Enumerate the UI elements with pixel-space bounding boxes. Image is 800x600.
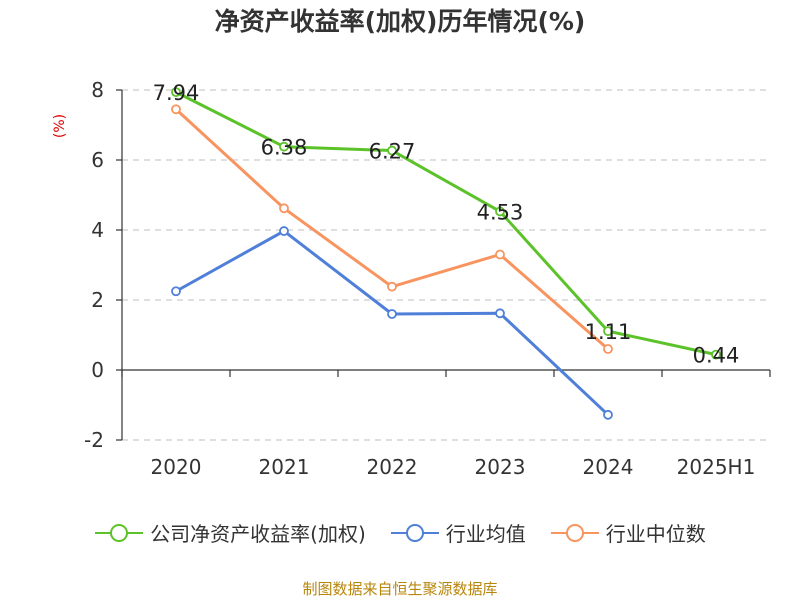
data-point [279,141,289,152]
data-label: 4.53 [477,200,524,224]
y-tick-label: 8 [91,78,104,102]
y-tick-label: -2 [84,428,104,452]
data-point [495,249,505,260]
data-point [171,87,181,97]
data-point [279,203,289,214]
legend-swatch-marker [405,523,424,542]
legend-swatch-marker [110,523,129,542]
axes: -2 0 2 4 6 8 (%) 2020 2021 2022 2023 2024 2025H1 [52,78,771,479]
data-point [171,286,181,297]
y-tick-label: 4 [91,218,104,242]
x-tick-label: 2023 [475,455,526,479]
data-label: 0.44 [693,344,740,368]
chart-title: 净资产收益率(加权)历年情况(%) [214,7,586,36]
y-axis-label: (%) [52,114,68,138]
legend-swatch-marker [565,523,584,542]
data-point [387,309,397,319]
x-tick-label: 2021 [259,455,310,479]
data-label: 6.27 [369,140,416,164]
legend: 公司净资产收益率(加权) 行业均值 行业中位数 [0,518,800,547]
legend-swatch [95,523,144,542]
data-point [279,226,289,236]
legend-swatch [550,523,599,542]
legend-label: 公司净资产收益率(加权) [150,522,366,546]
legend-item[interactable]: 公司净资产收益率(加权) [94,518,366,547]
data-labels: 7.94 6.38 6.27 4.53 1.11 0.44 [153,81,740,368]
data-point [387,281,397,292]
x-tick-label: 2024 [583,455,634,479]
x-tick-label: 2020 [151,455,202,479]
data-label: 6.38 [261,136,308,160]
legend-item[interactable]: 行业均值 [390,518,526,547]
data-point [603,326,613,337]
x-tick-label: 2022 [367,455,418,479]
legend-swatch [390,523,439,542]
legend-label: 行业均值 [445,522,526,546]
legend-label: 行业中位数 [605,522,706,546]
x-tick-label: 2025H1 [677,455,756,479]
data-point [603,409,613,420]
data-point [711,349,721,360]
data-point [495,308,505,319]
data-point [603,344,613,354]
series-line [175,90,717,357]
y-tick-label: 0 [91,358,104,382]
gridlines [122,89,770,441]
y-tick-label: 6 [91,148,104,172]
source-note: 制图数据来自恒生聚源数据库 [302,580,498,598]
series-layer [171,87,721,420]
data-label: 1.11 [585,320,632,344]
data-label: 7.94 [153,81,200,105]
y-tick-label: 2 [91,288,104,312]
legend-item[interactable]: 行业中位数 [550,518,706,547]
data-point [495,206,505,217]
data-point [387,145,397,156]
data-point [171,104,181,115]
